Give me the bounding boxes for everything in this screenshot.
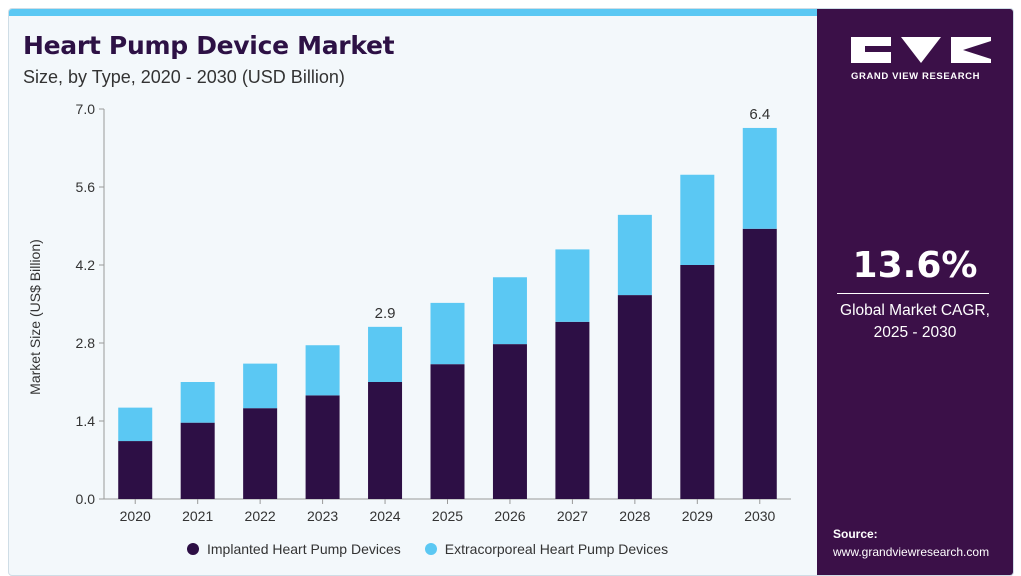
x-tick-label: 2030 [744, 508, 775, 524]
bar-implanted-2023 [305, 395, 340, 499]
x-tick-label: 2023 [307, 508, 338, 524]
legend-item-extracorporeal: Extracorporeal Heart Pump Devices [424, 541, 669, 557]
y-tick-label: 2.8 [76, 335, 96, 351]
cagr-label-line2: 2025 - 2030 [873, 324, 957, 341]
source-url: www.grandviewresearch.com [833, 545, 990, 559]
bar-extracorporeal-2024 [368, 326, 403, 382]
bar-implanted-2021 [180, 422, 215, 499]
bar-implanted-2030 [742, 228, 777, 500]
x-tick-label: 2025 [432, 508, 463, 524]
bar-extracorporeal-2021 [180, 382, 215, 423]
legend: Implanted Heart Pump Devices Extracorpor… [187, 541, 668, 557]
bar-extracorporeal-2026 [492, 277, 527, 345]
y-tick-label: 7.0 [76, 101, 96, 117]
y-tick-label: 1.4 [76, 413, 96, 429]
bar-extracorporeal-2028 [617, 214, 652, 296]
cagr-value: 13.6% [852, 245, 978, 286]
bar-extracorporeal-2030 [742, 127, 777, 229]
x-tick-label: 2026 [494, 508, 525, 524]
x-tick-label: 2029 [682, 508, 713, 524]
chart-subtitle: Size, by Type, 2020 - 2030 (USD Billion) [23, 67, 345, 87]
x-tick-label: 2021 [182, 508, 213, 524]
bar-extracorporeal-2023 [305, 345, 340, 396]
x-tick-label: 2022 [245, 508, 276, 524]
x-tick-label: 2020 [120, 508, 151, 524]
source-label: Source: [833, 527, 878, 541]
bar-implanted-2027 [555, 321, 590, 499]
bar-implanted-2022 [243, 408, 278, 499]
y-tick-label: 5.6 [76, 179, 96, 195]
bar-extracorporeal-2020 [118, 407, 153, 442]
legend-item-implanted: Implanted Heart Pump Devices [187, 541, 401, 557]
data-label: 6.4 [749, 106, 770, 123]
cagr-label-line1: Global Market CAGR, [840, 302, 990, 319]
bar-implanted-2028 [617, 295, 652, 499]
legend-label-implanted: Implanted Heart Pump Devices [207, 541, 401, 557]
bar-chart: 0.0 1.4 2.8 4.2 5.6 7.0 2020 2021 2022 2023 2024 20… [76, 101, 791, 524]
brand-name: GRAND VIEW RESEARCH [851, 71, 981, 82]
chart-title: Heart Pump Device Market [23, 31, 395, 60]
bar-implanted-2026 [492, 344, 527, 499]
chart-card: Heart Pump Device Market Size, by Type, … [8, 8, 1014, 576]
bar-implanted-2020 [118, 441, 153, 499]
legend-label-extracorporeal: Extracorporeal Heart Pump Devices [444, 541, 669, 557]
x-tick-label: 2028 [619, 508, 650, 524]
y-tick-label: 4.2 [76, 257, 96, 273]
data-label: 2.9 [375, 305, 396, 322]
bar-implanted-2024 [368, 382, 403, 499]
cagr-label: Global Market CAGR, 2025 - 2030 [817, 300, 1013, 344]
y-tick-label: 0.0 [76, 491, 96, 507]
bar-extracorporeal-2029 [680, 174, 715, 265]
bar-implanted-2025 [430, 364, 465, 499]
legend-swatch-implanted [187, 543, 199, 555]
bar-implanted-2029 [680, 265, 715, 499]
bar-extracorporeal-2027 [555, 249, 590, 322]
x-tick-label: 2027 [557, 508, 588, 524]
legend-swatch-extracorporeal [424, 543, 437, 555]
sidebar-panel: GRAND VIEW RESEARCH 13.6% Global Market … [817, 9, 1013, 575]
x-tick-label: 2024 [369, 508, 400, 524]
bar-extracorporeal-2025 [430, 302, 465, 365]
bar-extracorporeal-2022 [243, 363, 278, 409]
gvr-logo-icon [851, 37, 991, 63]
cagr-divider [837, 293, 989, 294]
accent-bar [9, 9, 817, 16]
